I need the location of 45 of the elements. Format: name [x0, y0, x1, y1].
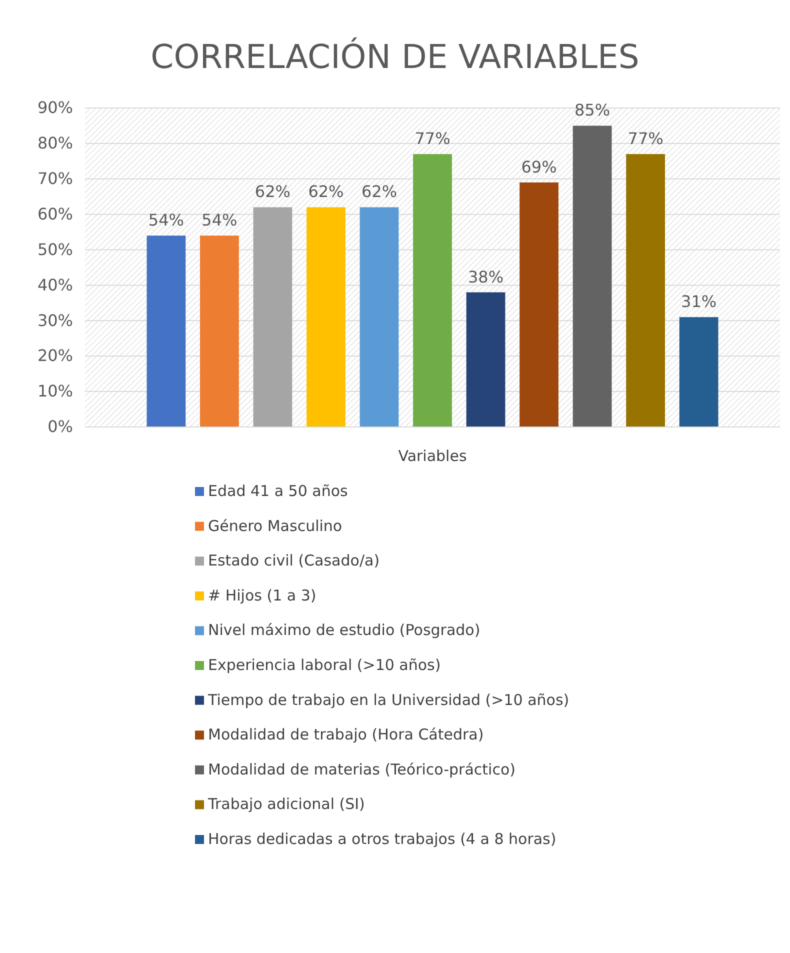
y-tick-label: 20%	[37, 346, 73, 366]
x-axis-title: Variables	[398, 447, 467, 465]
bar	[466, 292, 506, 427]
text: 54%	[202, 210, 238, 230]
text: 54%	[148, 210, 184, 230]
legend-label: Género Masculino	[208, 516, 342, 535]
bar	[360, 207, 399, 427]
legend-label: Modalidad de materias (Teórico-práctico)	[208, 760, 516, 778]
bar	[413, 154, 452, 427]
bar	[146, 236, 186, 427]
text: 85%	[574, 100, 610, 120]
text: 62%	[254, 182, 290, 202]
legend-label: Trabajo adicional (SI)	[207, 795, 365, 814]
bar	[200, 236, 239, 427]
legend-label: Estado civil (Casado/a)	[208, 552, 380, 570]
legend-label: Nivel máximo de estudio (Posgrado)	[208, 621, 480, 640]
bar	[520, 182, 558, 427]
legend-label: Tiempo de trabajo en la Universidad (>10 años)	[207, 690, 570, 709]
legend-label: Experiencia laboral (>10 años)	[208, 656, 441, 674]
text: 77%	[628, 129, 664, 148]
bar	[572, 126, 612, 427]
legend-label: Horas dedicadas a otros trabajos (4 a 8 horas)	[208, 830, 556, 848]
text: 69%	[521, 157, 557, 176]
legend-label: Edad 41 a 50 años	[208, 482, 348, 500]
y-tick-label: 90%	[37, 98, 73, 118]
bar	[679, 317, 718, 427]
y-tick-label: 60%	[37, 204, 73, 224]
y-tick-label: 30%	[37, 310, 73, 330]
bar	[626, 154, 665, 427]
chart-title: CORRELACIÓN DE VARIABLES	[150, 37, 640, 76]
text: 77%	[414, 129, 450, 148]
text: 38%	[468, 267, 504, 286]
legend-label: # Hijos (1 a 3)	[208, 586, 316, 604]
y-tick-label: 0%	[48, 417, 73, 436]
legend-label: Modalidad de trabajo (Hora Cátedra)	[208, 726, 484, 744]
bar	[253, 207, 292, 427]
bar	[306, 207, 346, 427]
y-tick-label: 70%	[37, 169, 73, 188]
y-tick-label: 50%	[37, 240, 73, 259]
text: 62%	[308, 182, 344, 202]
y-tick-label: 80%	[37, 134, 73, 153]
y-tick-label: 10%	[37, 382, 73, 401]
text: 62%	[361, 182, 398, 202]
y-tick-label: 40%	[37, 275, 73, 294]
text: 31%	[681, 292, 717, 312]
